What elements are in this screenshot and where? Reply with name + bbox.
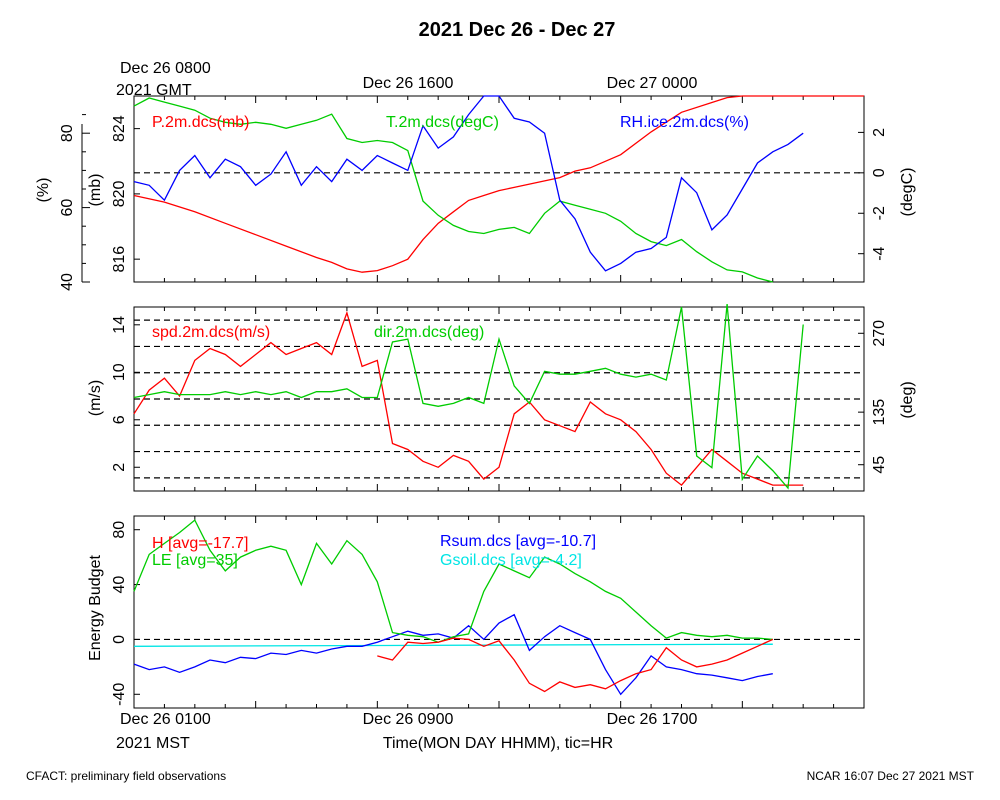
panel-2: 2 6 10 14 45 135 270 spd.2m.dcs(m/s) dir.2m.dc… <box>87 304 916 492</box>
panel-3-lines <box>133 519 864 696</box>
axis-label-rh: (%) <box>35 178 52 203</box>
bottom-axis-first-line1: Dec 26 0100 <box>120 711 211 728</box>
legend-pressure: P.2m.dcs(mb) <box>152 114 250 131</box>
axis-label-speed: (m/s) <box>87 380 104 416</box>
bottom-axis-label-1700: Dec 26 1700 <box>607 711 698 728</box>
legend-speed: spd.2m.dcs(m/s) <box>152 324 270 341</box>
axis-label-pressure: (mb) <box>87 174 104 207</box>
axis-label-temp: (degC) <box>899 168 916 217</box>
rsum-line <box>133 613 773 696</box>
legend-gsoil: Gsoil.dcs [avg=-4.2] <box>440 552 582 569</box>
temperature-line <box>133 97 773 283</box>
panel-1: 816 820 824 40 60 80 -4 -2 0 2 P.2m.dcs(mb) T.2m.… <box>35 95 916 291</box>
footer-left: CFACT: preliminary field observations <box>26 769 226 783</box>
chart-title: 2021 Dec 26 - Dec 27 <box>419 19 616 41</box>
legend-le: LE [avg=35] <box>152 552 238 569</box>
y-tick-label-speed: 10 <box>111 363 128 381</box>
top-axis-label-1600: Dec 26 1600 <box>363 75 454 92</box>
gsoil-line <box>133 643 773 647</box>
top-axis-label-0000: Dec 27 0000 <box>607 75 698 92</box>
panel-2-ticks: 2 6 10 14 45 135 270 <box>111 307 888 491</box>
bottom-axis-label-0900: Dec 26 0900 <box>363 711 454 728</box>
legend-rh: RH.ice.2m.dcs(%) <box>620 114 749 131</box>
axis-label-energy: Energy Budget <box>87 555 104 661</box>
y-tick-label-pressure: 820 <box>111 180 128 207</box>
y-tick-label-rh: 40 <box>59 273 76 291</box>
rh-line <box>133 95 804 272</box>
y-tick-label-dir: 135 <box>871 399 888 426</box>
h-line <box>377 637 774 693</box>
y-tick-label-rh: 60 <box>59 199 76 217</box>
speed-line <box>133 310 804 486</box>
panel-3: -40 0 40 80 H [avg=-17.7] LE [avg=35] Rsum.… <box>87 515 865 709</box>
legend-h: H [avg=-17.7] <box>152 535 249 552</box>
top-axis-first-line2: 2021 GMT <box>116 82 192 99</box>
legend-rsum: Rsum.dcs [avg=-10.7] <box>440 533 596 550</box>
bottom-axis-first-line2: 2021 MST <box>116 735 190 752</box>
panel-1-lines <box>133 95 864 283</box>
y-tick-label-energy: 40 <box>111 576 128 594</box>
y-tick-label-speed: 14 <box>111 316 128 334</box>
y-tick-label-pressure: 816 <box>111 246 128 273</box>
le-line <box>133 519 773 643</box>
top-axis-first-line1: Dec 26 0800 <box>120 60 211 77</box>
axis-label-dir: (deg) <box>899 381 916 418</box>
direction-line <box>133 304 804 490</box>
y-tick-label-dir: 45 <box>871 456 888 474</box>
pressure-line <box>133 95 864 273</box>
y-tick-label-speed: 2 <box>111 463 128 472</box>
y-tick-label-temp: 0 <box>871 168 888 177</box>
legend-temperature: T.2m.dcs(degC) <box>386 114 499 131</box>
y-tick-label-rh: 80 <box>59 124 76 142</box>
footer-right: NCAR 16:07 Dec 27 2021 MST <box>807 769 975 783</box>
y-tick-label-speed: 6 <box>111 415 128 424</box>
y-tick-label-temp: -2 <box>871 206 888 220</box>
y-tick-label-energy: -40 <box>111 683 128 706</box>
y-tick-label-temp: 2 <box>871 128 888 137</box>
panel-3-ticks: -40 0 40 80 <box>111 516 865 708</box>
y-tick-label-energy: 0 <box>111 635 128 644</box>
y-tick-label-pressure: 824 <box>111 115 128 142</box>
legend-direction: dir.2m.dcs(deg) <box>374 324 484 341</box>
x-axis-title: Time(MON DAY HHMM), tic=HR <box>383 735 613 752</box>
y-tick-label-energy: 80 <box>111 521 128 539</box>
y-tick-label-temp: -4 <box>871 246 888 260</box>
panel-1-ticks: 816 820 824 40 60 80 -4 -2 0 2 <box>59 96 888 291</box>
y-tick-label-dir: 270 <box>871 320 888 347</box>
panel-2-lines <box>133 304 864 490</box>
